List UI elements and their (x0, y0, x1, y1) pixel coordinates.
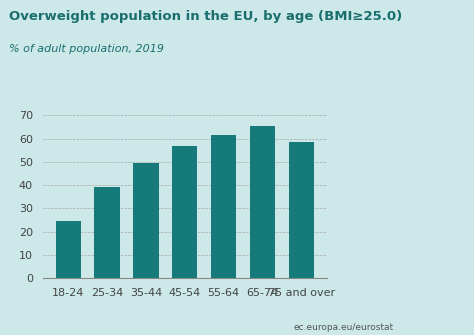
Bar (133, 163, 159, 278)
Bar (250, 126, 275, 278)
Bar (94, 188, 120, 278)
Text: Overweight population in the EU, by age (BMI≥25.0): Overweight population in the EU, by age … (9, 10, 403, 23)
Text: % of adult population, 2019: % of adult population, 2019 (9, 44, 164, 54)
Bar (172, 146, 198, 278)
Bar (55, 221, 81, 278)
Bar (289, 142, 314, 278)
Text: ec.europa.eu/eurostat: ec.europa.eu/eurostat (294, 323, 394, 332)
Bar (211, 135, 237, 278)
